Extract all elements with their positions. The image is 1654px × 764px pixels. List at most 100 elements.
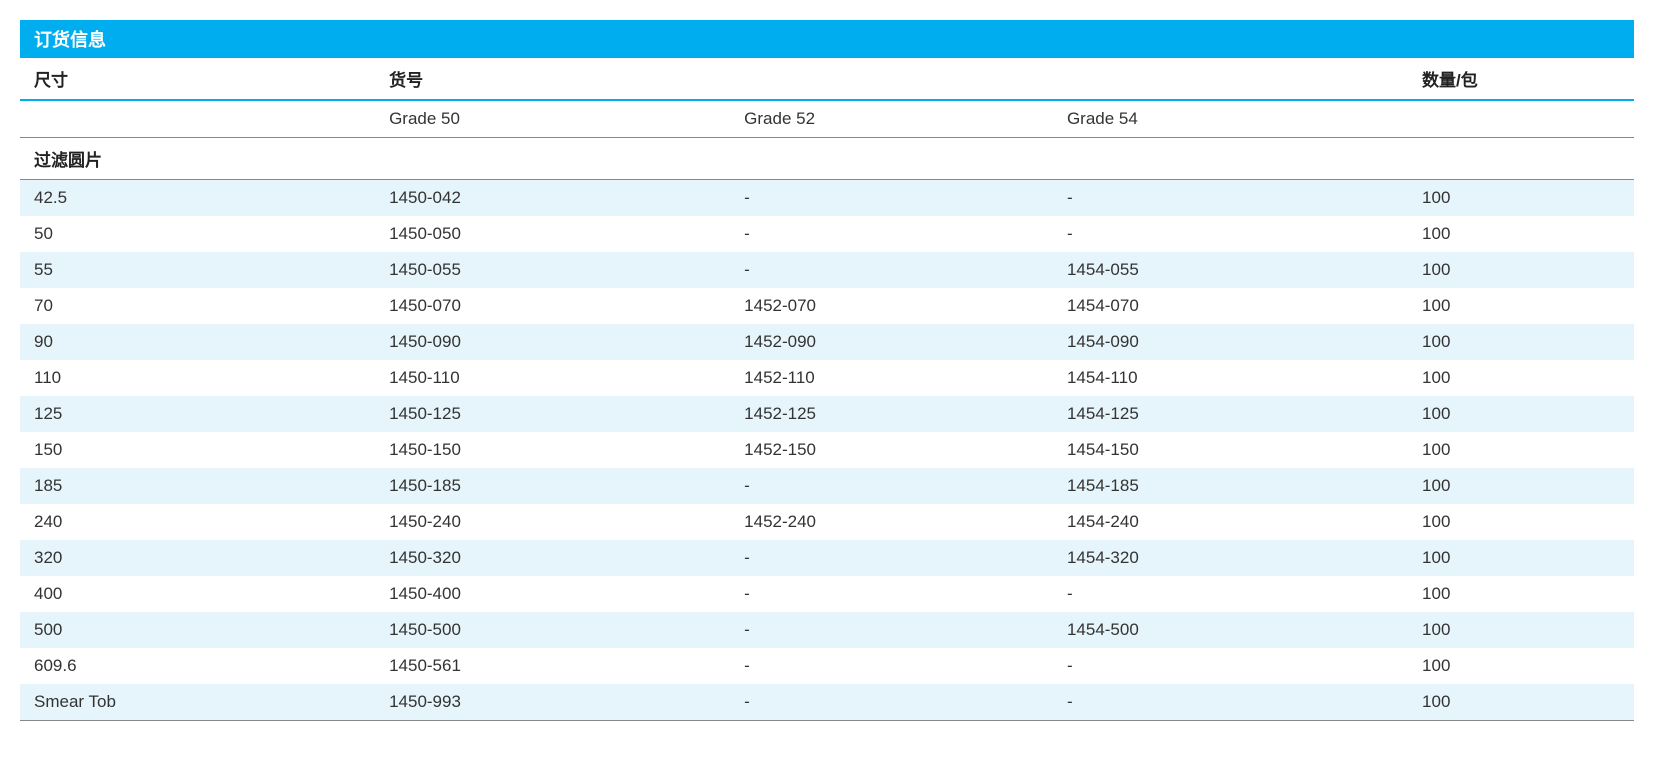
cell-size: 320 (20, 540, 375, 576)
cell-g50: 1450-042 (375, 180, 730, 217)
ordering-info-table: 订货信息 尺寸 货号 数量/包 Grade 50 Grade 52 Grade … (20, 20, 1634, 721)
cell-g52: - (730, 180, 1053, 217)
cell-g54: 1454-500 (1053, 612, 1408, 648)
table-row: 1501450-1501452-1501454-150100 (20, 432, 1634, 468)
cell-g52: 1452-070 (730, 288, 1053, 324)
cell-g50: 1450-090 (375, 324, 730, 360)
table-row: 3201450-320-1454-320100 (20, 540, 1634, 576)
cell-qty: 100 (1408, 504, 1634, 540)
cell-g50: 1450-400 (375, 576, 730, 612)
cell-qty: 100 (1408, 360, 1634, 396)
cell-qty: 100 (1408, 252, 1634, 288)
table-row: 42.51450-042--100 (20, 180, 1634, 217)
data-table: 尺寸 货号 数量/包 Grade 50 Grade 52 Grade 54 过滤… (20, 58, 1634, 721)
cell-size: 150 (20, 432, 375, 468)
cell-g50: 1450-110 (375, 360, 730, 396)
cell-g52: 1452-150 (730, 432, 1053, 468)
table-row: 701450-0701452-0701454-070100 (20, 288, 1634, 324)
cell-size: 400 (20, 576, 375, 612)
table-row: 551450-055-1454-055100 (20, 252, 1634, 288)
table-row: 2401450-2401452-2401454-240100 (20, 504, 1634, 540)
cell-qty: 100 (1408, 288, 1634, 324)
cell-g54: 1454-070 (1053, 288, 1408, 324)
table-row: 1851450-185-1454-185100 (20, 468, 1634, 504)
cell-g52: - (730, 576, 1053, 612)
cell-g50: 1450-185 (375, 468, 730, 504)
table-row: 609.61450-561--100 (20, 648, 1634, 684)
header-blank-2 (1053, 58, 1408, 100)
cell-g52: 1452-125 (730, 396, 1053, 432)
header-qty: 数量/包 (1408, 58, 1634, 100)
cell-qty: 100 (1408, 180, 1634, 217)
cell-size: 70 (20, 288, 375, 324)
cell-g54: 1454-240 (1053, 504, 1408, 540)
cell-g54: 1454-055 (1053, 252, 1408, 288)
table-title: 订货信息 (20, 20, 1634, 58)
cell-qty: 100 (1408, 612, 1634, 648)
header-row: 尺寸 货号 数量/包 (20, 58, 1634, 100)
section-label: 过滤圆片 (20, 138, 1634, 180)
cell-size: 500 (20, 612, 375, 648)
cell-g52: - (730, 612, 1053, 648)
header-blank-1 (730, 58, 1053, 100)
cell-qty: 100 (1408, 648, 1634, 684)
cell-g50: 1450-240 (375, 504, 730, 540)
header-size: 尺寸 (20, 58, 375, 100)
cell-g50: 1450-561 (375, 648, 730, 684)
sub-header-grade54: Grade 54 (1053, 100, 1408, 138)
sub-header-row: Grade 50 Grade 52 Grade 54 (20, 100, 1634, 138)
cell-g52: - (730, 684, 1053, 721)
sub-header-blank-2 (1408, 100, 1634, 138)
cell-g50: 1450-500 (375, 612, 730, 648)
cell-qty: 100 (1408, 684, 1634, 721)
table-row: 4001450-400--100 (20, 576, 1634, 612)
table-row: Smear Tob1450-993--100 (20, 684, 1634, 721)
cell-g52: 1452-110 (730, 360, 1053, 396)
section-row: 过滤圆片 (20, 138, 1634, 180)
cell-g54: - (1053, 684, 1408, 721)
cell-size: 110 (20, 360, 375, 396)
cell-g52: - (730, 648, 1053, 684)
table-row: 901450-0901452-0901454-090100 (20, 324, 1634, 360)
sub-header-blank (20, 100, 375, 138)
sub-header-grade52: Grade 52 (730, 100, 1053, 138)
cell-size: 42.5 (20, 180, 375, 217)
cell-qty: 100 (1408, 432, 1634, 468)
cell-size: 55 (20, 252, 375, 288)
cell-qty: 100 (1408, 396, 1634, 432)
cell-g52: - (730, 468, 1053, 504)
cell-g52: 1452-090 (730, 324, 1053, 360)
cell-size: 125 (20, 396, 375, 432)
cell-g52: - (730, 252, 1053, 288)
cell-g50: 1450-070 (375, 288, 730, 324)
table-row: 1101450-1101452-1101454-110100 (20, 360, 1634, 396)
cell-g54: - (1053, 576, 1408, 612)
cell-g50: 1450-055 (375, 252, 730, 288)
sub-header-grade50: Grade 50 (375, 100, 730, 138)
table-row: 5001450-500-1454-500100 (20, 612, 1634, 648)
cell-g54: 1454-090 (1053, 324, 1408, 360)
cell-g54: - (1053, 648, 1408, 684)
cell-g52: - (730, 216, 1053, 252)
cell-g50: 1450-050 (375, 216, 730, 252)
cell-g50: 1450-993 (375, 684, 730, 721)
cell-g50: 1450-320 (375, 540, 730, 576)
cell-qty: 100 (1408, 468, 1634, 504)
table-row: 1251450-1251452-1251454-125100 (20, 396, 1634, 432)
cell-size: 240 (20, 504, 375, 540)
cell-g54: 1454-185 (1053, 468, 1408, 504)
cell-size: 50 (20, 216, 375, 252)
cell-qty: 100 (1408, 216, 1634, 252)
cell-g54: - (1053, 216, 1408, 252)
cell-g54: 1454-150 (1053, 432, 1408, 468)
cell-size: 90 (20, 324, 375, 360)
cell-qty: 100 (1408, 576, 1634, 612)
cell-g52: 1452-240 (730, 504, 1053, 540)
cell-size: 185 (20, 468, 375, 504)
cell-g54: 1454-110 (1053, 360, 1408, 396)
table-row: 501450-050--100 (20, 216, 1634, 252)
cell-g54: 1454-125 (1053, 396, 1408, 432)
cell-qty: 100 (1408, 540, 1634, 576)
header-catalog: 货号 (375, 58, 730, 100)
cell-g50: 1450-150 (375, 432, 730, 468)
